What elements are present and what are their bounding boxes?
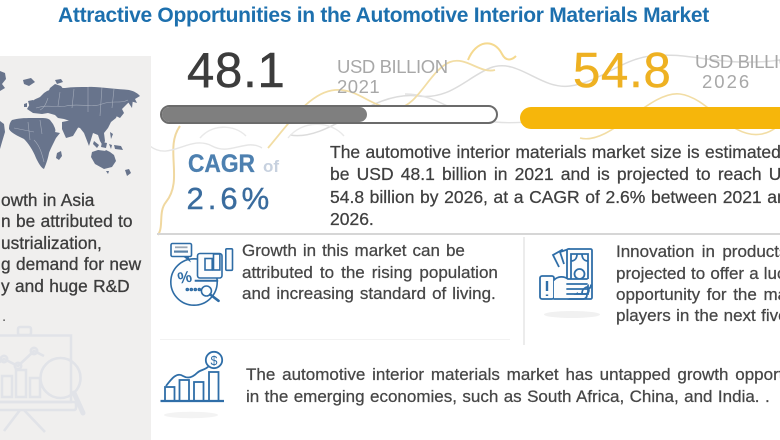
svg-text:$: $ xyxy=(211,354,218,368)
svg-text:%: % xyxy=(176,269,193,288)
